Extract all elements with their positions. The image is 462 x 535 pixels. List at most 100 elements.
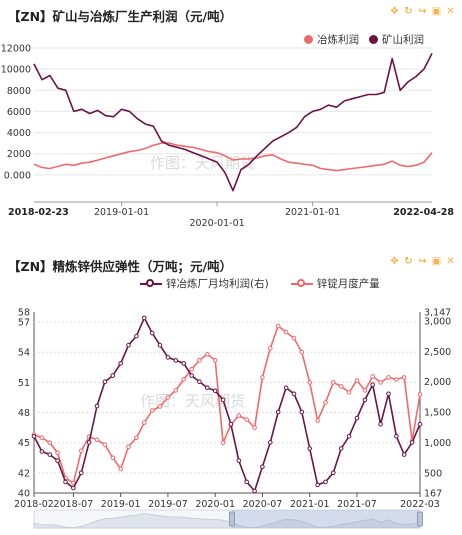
data-point-profit [275, 409, 281, 415]
data-point-profit [370, 382, 376, 387]
x-tick-label: 2019-01 [101, 499, 141, 510]
zoom-slider-window [232, 510, 420, 528]
data-point-output [244, 417, 249, 422]
share-icon[interactable]: ↪ [418, 6, 427, 17]
data-point-output [323, 400, 328, 405]
close-icon[interactable]: ✕ [446, 6, 455, 17]
data-point-output [197, 358, 202, 363]
data-point-output [252, 425, 257, 430]
chart-toolbar: ✥ ↻ ↪ ▣ ✕ [389, 6, 456, 17]
share-icon[interactable]: ↪ [418, 256, 427, 267]
save-icon[interactable]: ▣ [431, 256, 442, 267]
supply-elasticity-chart-panel: 【ZN】精炼锌供应弹性（万吨；元/吨） ✥ ↻ ↪ ▣ ✕ 锌冶炼厂月均利润(右… [0, 250, 462, 535]
data-point-profit [173, 358, 179, 363]
data-point-profit [307, 446, 313, 451]
data-point-output [165, 395, 171, 400]
y-right-tick-label: 167 [424, 489, 442, 500]
data-point-output [331, 380, 336, 385]
refresh-icon[interactable]: ↻ [404, 256, 413, 267]
data-point-profit [338, 446, 344, 451]
data-point-profit [47, 452, 53, 457]
y-left-tick-label: 54 [18, 348, 30, 359]
legend-item-smelter[interactable]: 冶炼利润 [304, 32, 359, 47]
data-point-output [55, 450, 60, 456]
data-point-profit [260, 464, 265, 469]
chart-legend: 锌冶炼厂月均利润(右) 锌锭月度产量 [130, 276, 380, 291]
data-point-profit [323, 479, 328, 485]
data-point-output [94, 437, 100, 442]
series-line-smelter [33, 142, 433, 172]
data-point-output [220, 440, 226, 445]
x-end-label: 2022-04-28 [393, 207, 454, 218]
data-point-profit [291, 391, 297, 397]
zoom-slider-handle [229, 511, 235, 527]
x-tick-label: 2021-07 [337, 499, 377, 510]
move-icon[interactable]: ✥ [390, 6, 399, 17]
data-point-profit [31, 434, 37, 439]
y-right-tick-label: 500 [424, 468, 442, 479]
data-point-profit [394, 434, 399, 439]
data-point-profit [378, 421, 383, 427]
x-tick-label: 2019-07 [148, 499, 188, 510]
legend-dot [304, 35, 313, 44]
data-point-profit [220, 397, 226, 403]
chart-toolbar: ✥ ↻ ↪ ▣ ✕ [389, 256, 456, 267]
chart-title: 【ZN】精炼锌供应弹性（万吨；元/吨） [8, 259, 233, 274]
zoom-slider-handle [417, 511, 423, 527]
data-point-output [401, 375, 407, 380]
data-point-output [275, 323, 281, 329]
data-point-profit [409, 440, 415, 445]
data-point-output [181, 377, 186, 382]
data-point-profit [331, 470, 336, 476]
move-icon[interactable]: ✥ [390, 256, 399, 267]
data-point-profit [315, 482, 320, 488]
data-point-profit [354, 415, 360, 421]
data-point-output [338, 384, 344, 389]
data-point-profit [362, 397, 368, 403]
data-point-profit [118, 361, 123, 366]
data-point-output [102, 442, 108, 447]
data-point-profit [205, 385, 210, 390]
legend-item-profit[interactable]: 锌冶炼厂月均利润(右) [140, 276, 269, 291]
data-point-profit [189, 373, 194, 378]
y-left-tick-label: 58 [18, 308, 30, 319]
y-left-tick-label: 45 [18, 438, 30, 449]
refresh-icon[interactable]: ↻ [404, 6, 413, 17]
close-icon[interactable]: ✕ [446, 256, 455, 267]
legend-item-mine[interactable]: 矿山利润 [369, 32, 424, 47]
data-point-output [236, 413, 242, 418]
data-point-profit [181, 361, 186, 366]
data-point-profit [346, 434, 352, 439]
data-point-profit [417, 421, 423, 427]
legend-item-output[interactable]: 锌锭月度产量 [290, 276, 380, 291]
chart-legend: 冶炼利润 矿山利润 [294, 32, 424, 47]
x-start-label: 2018-02-23 [8, 207, 69, 218]
y-right-tick-label: 1,500 [424, 408, 451, 419]
series-line-profit [33, 317, 421, 492]
y-tick-label: 10000 [1, 65, 31, 76]
data-point-output [189, 367, 194, 372]
y-tick-label: 8000 [7, 86, 31, 97]
legend-marker [140, 278, 162, 289]
data-point-profit [157, 342, 163, 348]
data-point-profit [63, 479, 68, 485]
x-tick-label: 2018-07 [54, 499, 94, 510]
series-line-mine [33, 52, 433, 192]
data-point-output [118, 466, 123, 472]
data-point-output [126, 444, 131, 449]
data-point-profit [197, 379, 202, 384]
legend-dot [369, 35, 378, 44]
data-point-output [283, 329, 289, 335]
data-point-profit [299, 409, 305, 415]
y-left-tick-label: 57 [18, 318, 30, 329]
data-point-output [370, 374, 376, 379]
data-point-profit [71, 485, 76, 491]
x-tick-label: 2018-02 [14, 499, 54, 510]
save-icon[interactable]: ▣ [431, 6, 442, 17]
data-point-output [268, 345, 273, 351]
profit-line-chart: 12000 10000 8000 6000 4000 2000 0.000 2018-02-2… [1, 44, 455, 230]
chart-title: 【ZN】矿山与冶炼厂生产利润（元/吨） [8, 9, 233, 24]
data-point-profit [268, 440, 273, 445]
y-right-tick-label: 1,000 [424, 438, 451, 449]
y-tick-label: 2000 [7, 149, 31, 160]
